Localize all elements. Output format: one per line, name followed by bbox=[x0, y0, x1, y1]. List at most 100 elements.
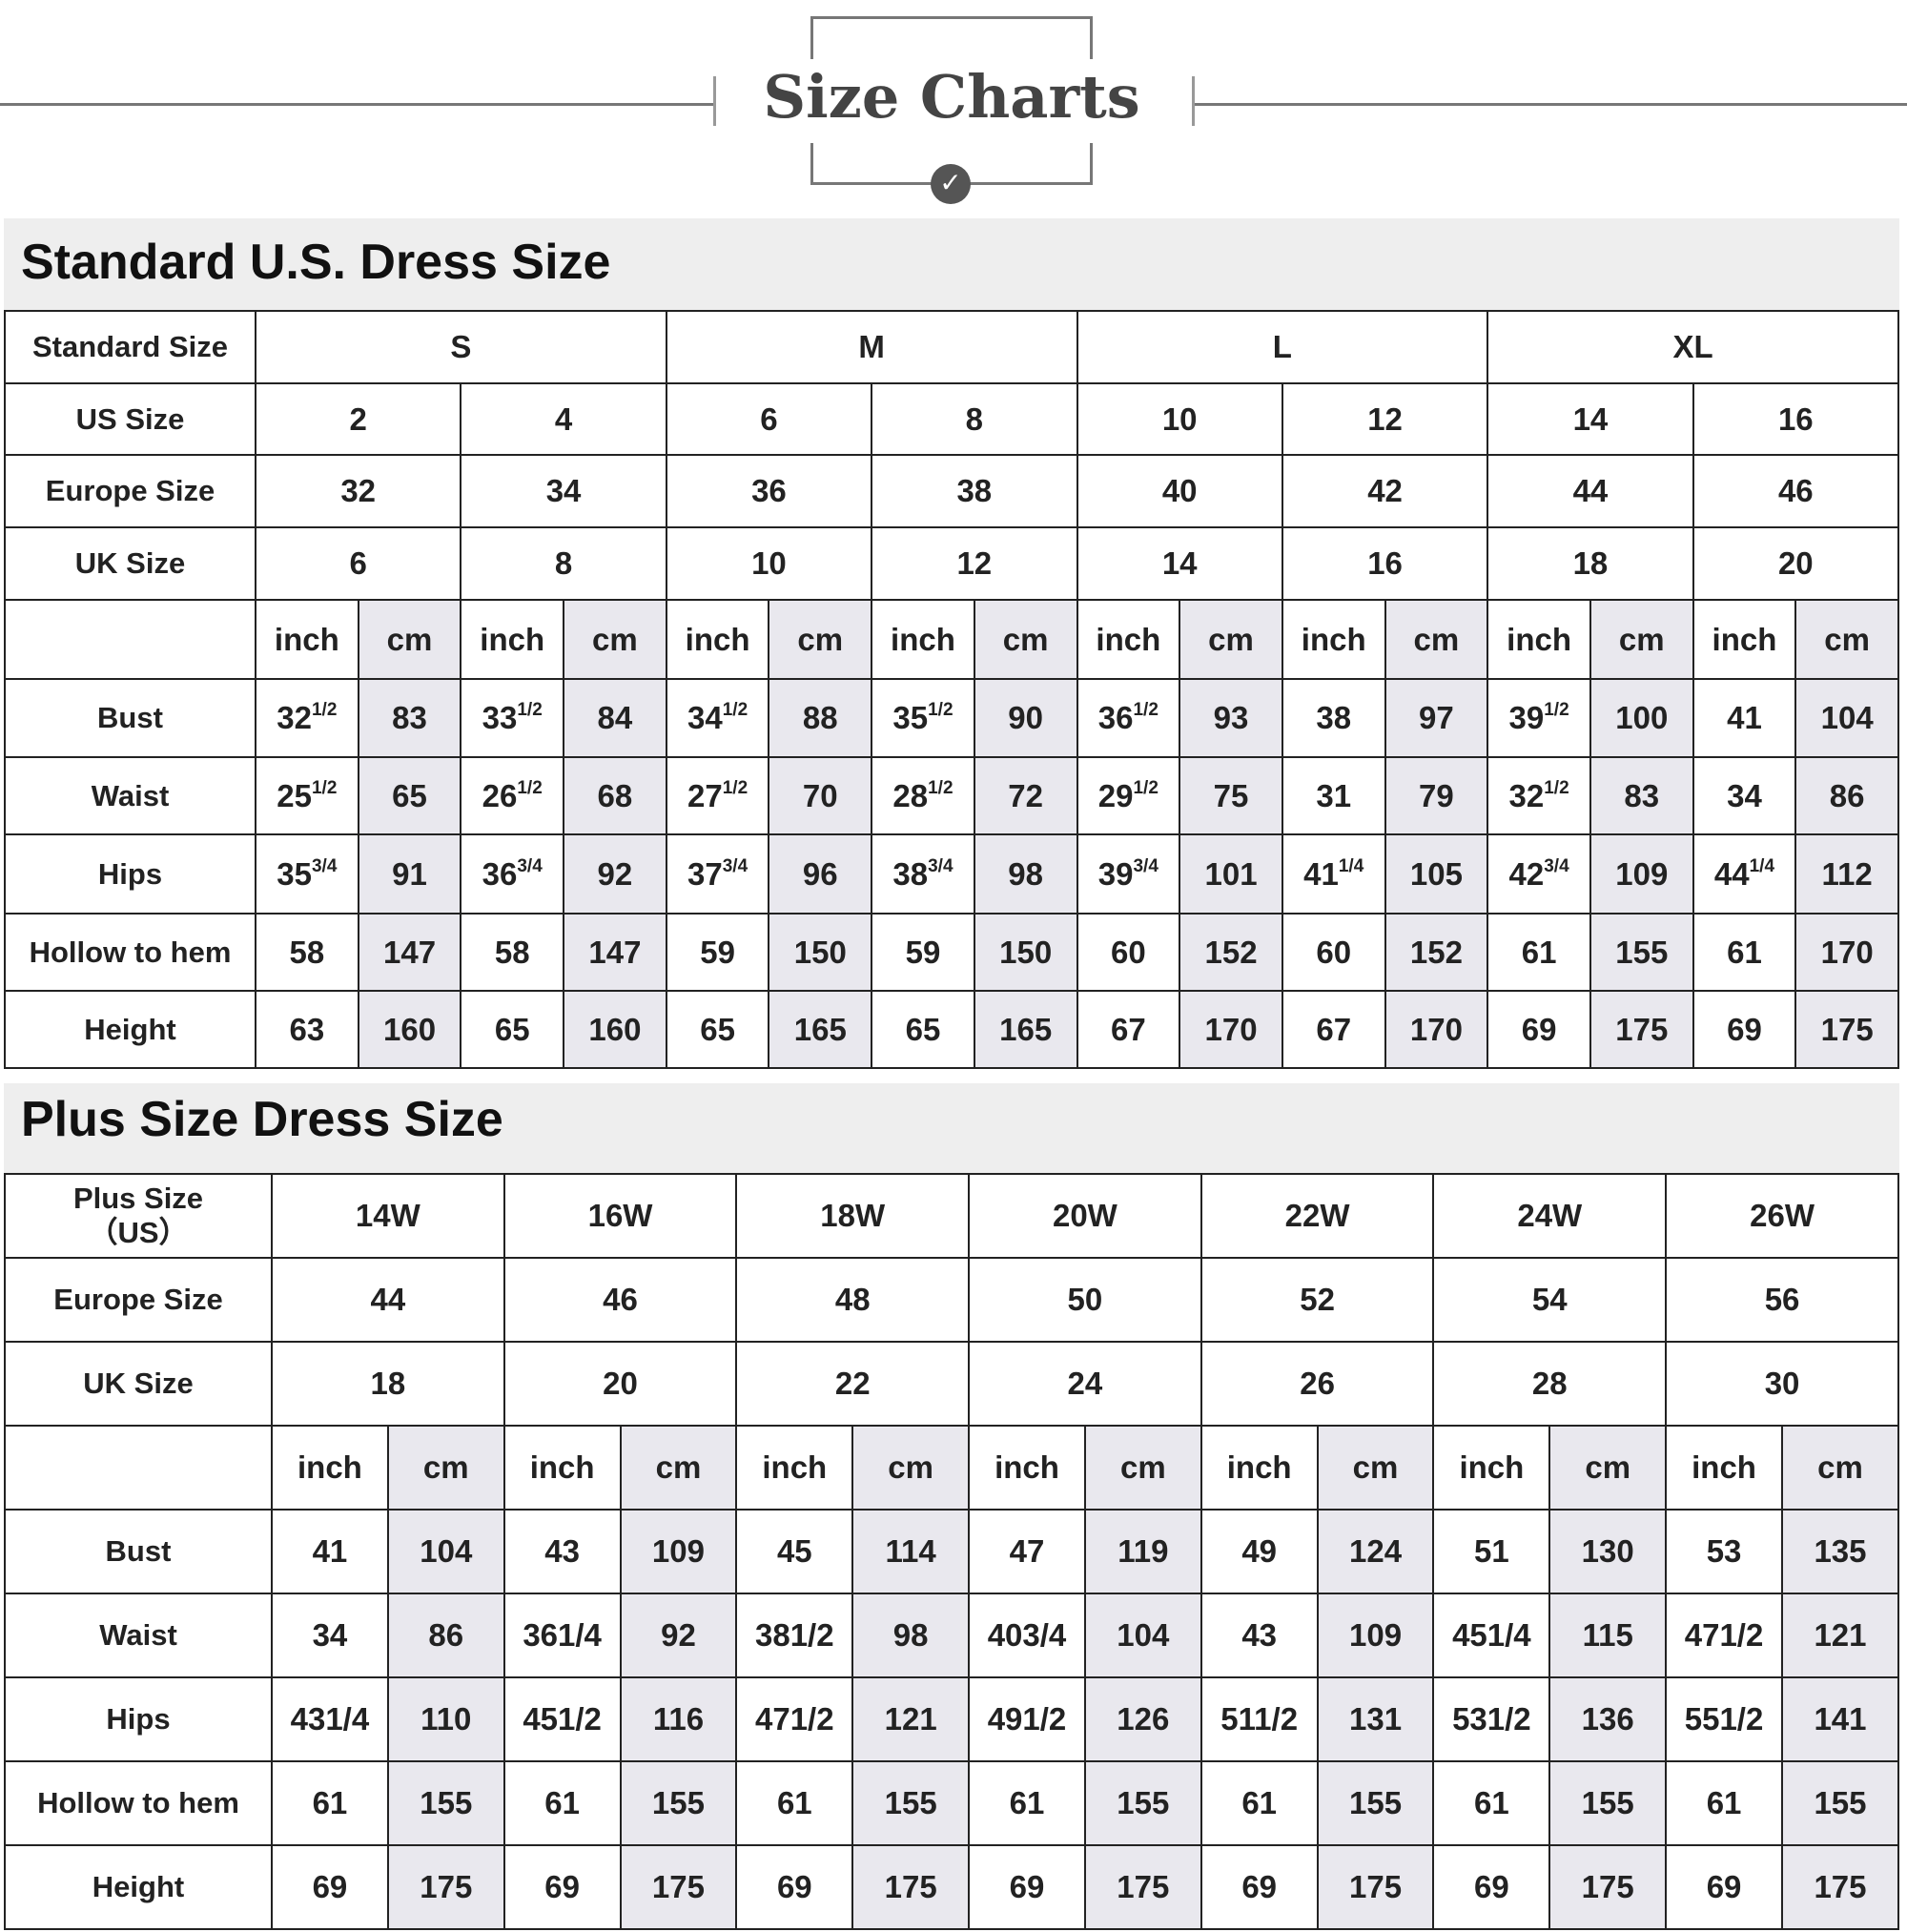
europe-size-cell: 38 bbox=[871, 454, 1078, 528]
inch-cell: 61 bbox=[502, 1760, 622, 1846]
cm-cell: 90 bbox=[973, 678, 1078, 758]
unit-inch: inch bbox=[460, 599, 565, 680]
inch-cell: 69 bbox=[735, 1844, 854, 1930]
cm-cell: 86 bbox=[386, 1593, 505, 1678]
uk-size-cell: 6 bbox=[254, 526, 462, 601]
inch-cell: 53 bbox=[1665, 1509, 1783, 1594]
inch-value: 31 bbox=[1316, 777, 1352, 813]
inch-cell: 61 bbox=[968, 1760, 1086, 1846]
plus-size-cell: 22W bbox=[1200, 1173, 1435, 1259]
cm-cell: 152 bbox=[1384, 913, 1489, 992]
cm-cell: 152 bbox=[1179, 913, 1283, 992]
inch-cell: 291/2 bbox=[1076, 756, 1181, 835]
plus-section-header: Plus Size Dress Size bbox=[4, 1083, 1899, 1173]
inch-cell: 361/4 bbox=[502, 1593, 622, 1678]
inch-value: 36 bbox=[1097, 700, 1134, 735]
cm-cell: 83 bbox=[357, 678, 462, 758]
cm-cell: 155 bbox=[851, 1760, 971, 1846]
cm-cell: 170 bbox=[1179, 990, 1283, 1069]
cm-cell: 175 bbox=[1548, 1844, 1668, 1930]
cm-cell: 105 bbox=[1384, 833, 1489, 915]
inch-cell: 69 bbox=[1432, 1844, 1551, 1930]
plus-size-cell: 14W bbox=[271, 1173, 505, 1259]
inch-value: 67 bbox=[1316, 1011, 1352, 1047]
cm-cell: 96 bbox=[768, 833, 873, 915]
fraction: 1/2 bbox=[517, 700, 543, 720]
inch-value: 41 bbox=[1303, 855, 1339, 892]
inch-cell: 551/2 bbox=[1665, 1676, 1783, 1762]
inch-value: 58 bbox=[494, 934, 530, 970]
europe-size-cell: 56 bbox=[1665, 1257, 1899, 1343]
inch-cell: 471/2 bbox=[735, 1676, 854, 1762]
inch-cell: 431/4 bbox=[271, 1676, 389, 1762]
cm-cell: 130 bbox=[1548, 1509, 1668, 1594]
us-size-cell: 4 bbox=[460, 382, 667, 456]
cm-cell: 170 bbox=[1384, 990, 1489, 1069]
inch-value: 26 bbox=[482, 777, 518, 813]
inch-value: 69 bbox=[1727, 1011, 1762, 1047]
measure-label: Hollow to hem bbox=[4, 1760, 273, 1846]
inch-cell: 63 bbox=[255, 990, 359, 1069]
inch-cell: 60 bbox=[1076, 913, 1181, 992]
cm-cell: 72 bbox=[973, 756, 1078, 835]
v-mark-icon: ✓ bbox=[931, 164, 971, 204]
cm-cell: 124 bbox=[1316, 1509, 1435, 1594]
inch-value: 60 bbox=[1316, 934, 1352, 970]
inch-value: 42 bbox=[1508, 855, 1545, 892]
uk-size-cell: 28 bbox=[1432, 1341, 1668, 1427]
inch-cell: 61 bbox=[1487, 913, 1591, 992]
cm-cell: 104 bbox=[1083, 1593, 1202, 1678]
inch-value: 59 bbox=[905, 934, 941, 970]
inch-cell: 403/4 bbox=[968, 1593, 1086, 1678]
inch-cell: 58 bbox=[255, 913, 359, 992]
europe-size-cell: 54 bbox=[1432, 1257, 1668, 1343]
inch-cell: 321/2 bbox=[1487, 756, 1591, 835]
standard-size-table: Standard Size S M L XL US Size 2 4 6 8 10 12 14 16 Eur… bbox=[4, 310, 1900, 1069]
europe-size-cell: 44 bbox=[271, 1257, 505, 1343]
cm-cell: 126 bbox=[1083, 1676, 1202, 1762]
unit-inch: inch bbox=[1487, 599, 1591, 680]
fraction: 1/2 bbox=[1544, 700, 1569, 720]
unit-inch: inch bbox=[271, 1425, 389, 1511]
table-row: Height 69 175 69 175 69 175 69 175 69 175 69 175 69 17… bbox=[4, 1844, 1900, 1930]
plus-size-cell: 24W bbox=[1432, 1173, 1668, 1259]
cm-cell: 170 bbox=[1794, 913, 1899, 992]
row-label: UK Size bbox=[4, 1341, 273, 1427]
inch-cell: 261/2 bbox=[460, 756, 565, 835]
inch-cell: 38 bbox=[1281, 678, 1386, 758]
us-size-cell: 8 bbox=[871, 382, 1078, 456]
plus-size-table: Plus Size （US） 14W 16W 18W 20W 22W 24W 26W Europe… bbox=[4, 1173, 1900, 1930]
measure-label: Hips bbox=[4, 833, 256, 915]
measure-label: Waist bbox=[4, 756, 256, 835]
cm-cell: 175 bbox=[1316, 1844, 1435, 1930]
cm-cell: 165 bbox=[973, 990, 1078, 1069]
us-size-cell: 6 bbox=[665, 382, 873, 456]
size-group: L bbox=[1076, 310, 1489, 384]
cm-cell: 160 bbox=[563, 990, 667, 1069]
unit-inch: inch bbox=[968, 1425, 1086, 1511]
table-row: Waist 251/2 65 261/2 68 271/2 70 281/2 72 291/2 75… bbox=[4, 756, 1899, 835]
measure-label: Hollow to hem bbox=[4, 913, 256, 992]
us-size-cell: 12 bbox=[1281, 382, 1489, 456]
fraction: 1/2 bbox=[1133, 700, 1159, 720]
uk-size-cell: 12 bbox=[871, 526, 1078, 601]
table-row: Waist 34 86 361/4 92 381/2 98 403/4 104 43 109 451/… bbox=[4, 1593, 1900, 1678]
size-group: M bbox=[665, 310, 1078, 384]
inch-cell: 531/2 bbox=[1432, 1676, 1551, 1762]
inch-value: 39 bbox=[1508, 700, 1545, 735]
cm-cell: 160 bbox=[357, 990, 462, 1069]
size-group: S bbox=[255, 310, 667, 384]
inch-cell: 61 bbox=[1432, 1760, 1551, 1846]
unit-inch: inch bbox=[255, 599, 359, 680]
inch-cell: 69 bbox=[1487, 990, 1591, 1069]
inch-cell: 61 bbox=[1692, 913, 1797, 992]
cm-cell: 92 bbox=[619, 1593, 738, 1678]
fraction: 1/2 bbox=[928, 700, 954, 720]
cm-cell: 114 bbox=[851, 1509, 971, 1594]
inch-cell: 451/2 bbox=[502, 1676, 622, 1762]
europe-size-cell: 50 bbox=[968, 1257, 1202, 1343]
table-row: Bust 41 104 43 109 45 114 47 119 49 124 51 130 53 135 bbox=[4, 1509, 1900, 1594]
europe-size-cell: 46 bbox=[1692, 454, 1900, 528]
cm-cell: 141 bbox=[1780, 1676, 1900, 1762]
cm-cell: 155 bbox=[1780, 1760, 1900, 1846]
